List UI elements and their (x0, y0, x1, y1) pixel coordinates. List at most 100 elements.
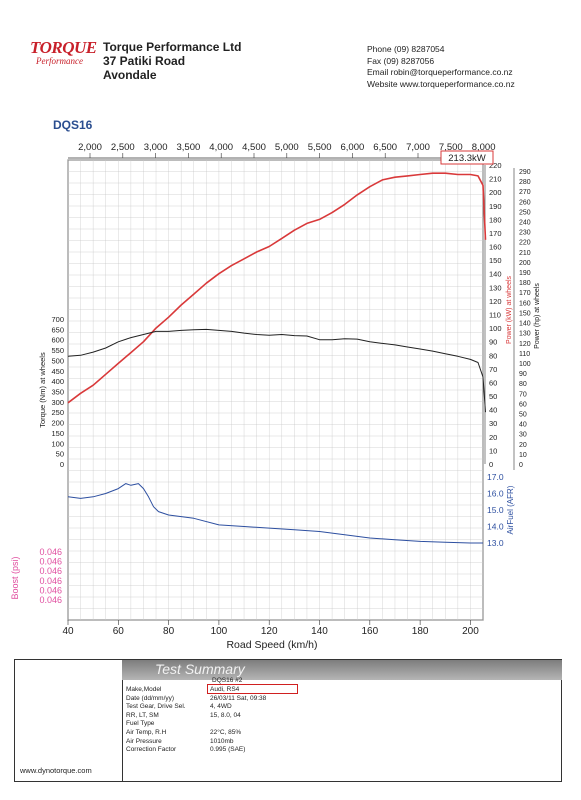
summary-label: Test Gear, Drive Sel. (126, 703, 186, 711)
x-tick-label: 100 (211, 626, 228, 637)
torque-axis-label: Torque (Nm) at wheels (38, 352, 47, 428)
x-tick-label: 120 (261, 626, 278, 637)
contact-details: Phone (09) 8287054 Fax (09) 8287056 Emai… (367, 44, 515, 90)
dyno-chart: 2,000 2,500 3,000 3,500 4,000 4,500 5,000 5,500… (10, 142, 541, 650)
summary-value (210, 720, 266, 729)
afr-tick-label: 15.0 (487, 505, 504, 515)
hp-tick-label: 100 (519, 361, 531, 368)
boost-tick-label: 0.046 (39, 576, 62, 586)
rpm-tick-label: 2,000 (78, 142, 102, 153)
rpm-tick-label: 3,500 (177, 142, 201, 153)
boost-tick-label: 0.046 (39, 585, 62, 595)
x-tick-label: 160 (361, 626, 378, 637)
hp-tick-label: 250 (519, 209, 531, 216)
hp-tick-label: 220 (519, 240, 531, 247)
hp-tick-label: 230 (519, 230, 531, 237)
rpm-tick-label: 7,500 (439, 142, 463, 153)
torque-tick-label: 450 (51, 367, 64, 376)
summary-value: Audi, RS4 (210, 686, 240, 693)
rpm-tick-label: 3,000 (144, 142, 168, 153)
torque-tick-label: 0 (60, 460, 64, 469)
afr-tick-label: 16.0 (487, 489, 504, 499)
summary-website: www.dynotorque.com (20, 766, 92, 775)
address-line-1: 37 Patiki Road (103, 54, 186, 68)
boost-tick-label: 0.046 (39, 547, 62, 557)
hp-tick-label: 10 (519, 452, 527, 459)
kw-tick-label: 60 (489, 378, 497, 387)
series-line-kw (67, 172, 487, 404)
summary-label: Air Pressure (126, 737, 162, 745)
company-logo: TORQUE Performance (30, 38, 97, 74)
hp-tick-label: 240 (519, 220, 531, 227)
kw-tick-label: 80 (489, 351, 497, 360)
hp-tick-label: 0 (519, 462, 523, 469)
hp-tick-label: 70 (519, 391, 527, 398)
hp-tick-label: 180 (519, 280, 531, 287)
sheet-id: DQS16 (53, 118, 93, 132)
rpm-tick-label: 7,000 (406, 142, 430, 153)
torque-tick-label: 400 (51, 377, 64, 386)
boost-tick-label: 0.046 (39, 566, 62, 576)
kw-tick-label: 0 (489, 460, 493, 469)
torque-tick-label: 700 (51, 315, 64, 324)
kw-tick-label: 150 (489, 256, 502, 265)
kw-tick-label: 160 (489, 243, 502, 252)
summary-value: 4, 4WD (210, 703, 232, 711)
summary-value: 1010mb (210, 737, 234, 745)
rpm-tick-label: 8,000 (472, 142, 496, 153)
x-tick-label: 60 (113, 626, 125, 637)
boost-tick-label: 0.046 (39, 595, 62, 605)
torque-tick-label: 600 (51, 336, 64, 345)
kw-tick-label: 10 (489, 446, 497, 455)
torque-tick-label: 500 (51, 356, 64, 365)
summary-value: 15, 8.0, 04 (210, 711, 241, 719)
kw-tick-label: 170 (489, 229, 502, 238)
rpm-tick-label: 6,000 (341, 142, 365, 153)
summary-run-id: DQS16 #2 (212, 677, 243, 685)
kw-tick-label: 110 (489, 311, 501, 320)
hp-tick-label: 260 (519, 199, 531, 206)
hp-tick-label: 20 (519, 442, 527, 449)
rpm-tick-label: 2,500 (111, 142, 135, 153)
torque-tick-label: 300 (51, 398, 64, 407)
hp-tick-label: 30 (519, 432, 527, 439)
rpm-tick-label: 4,000 (209, 142, 233, 153)
kw-tick-label: 180 (489, 215, 502, 224)
afr-tick-label: 17.0 (487, 472, 504, 482)
summary-value: 22°C, 85% (210, 728, 242, 736)
x-tick-label: 200 (462, 626, 479, 637)
hp-tick-label: 120 (519, 341, 531, 348)
afr-tick-label: 14.0 (487, 522, 504, 532)
kw-tick-label: 40 (489, 406, 497, 415)
summary-title: Test Summary (155, 661, 245, 677)
logo-text: TORQUE (30, 38, 97, 57)
rpm-tick-label: 4,500 (242, 142, 266, 153)
kw-tick-label: 200 (489, 188, 502, 197)
summary-label: Correction Factor (126, 746, 177, 754)
phone-text: Phone (09) 8287054 (367, 44, 445, 54)
kw-tick-label: 130 (489, 283, 502, 292)
hp-tick-label: 160 (519, 300, 531, 307)
torque-tick-label: 100 (51, 439, 64, 448)
torque-tick-label: 550 (51, 346, 64, 355)
kw-tick-label: 220 (489, 161, 502, 170)
hp-tick-label: 130 (519, 331, 531, 338)
afr-tick-label: 13.0 (487, 538, 504, 548)
hp-tick-label: 140 (519, 321, 531, 328)
hp-tick-label: 280 (519, 179, 531, 186)
summary-left-panel: www.dynotorque.com (15, 660, 123, 781)
boost-tick-label: 0.046 (39, 557, 62, 567)
hp-tick-label: 210 (519, 250, 531, 257)
kw-axis-label: Power (kW) at wheels (506, 275, 513, 344)
summary-value: 26/03/11 Sat, 09:38 (210, 694, 267, 702)
run-id-box (207, 684, 298, 694)
website-text: Website www.torqueperformance.co.nz (367, 78, 515, 89)
summary-value: 0.995 (SAE) (210, 746, 246, 754)
company-address: Torque Performance Ltd 37 Patiki Road Av… (103, 40, 241, 82)
torque-tick-label: 150 (51, 429, 64, 438)
rpm-tick-label: 5,500 (308, 142, 332, 153)
hp-tick-label: 270 (519, 189, 531, 196)
hp-tick-label: 170 (519, 290, 531, 297)
hp-tick-label: 200 (519, 260, 531, 267)
hp-tick-label: 190 (519, 270, 531, 277)
